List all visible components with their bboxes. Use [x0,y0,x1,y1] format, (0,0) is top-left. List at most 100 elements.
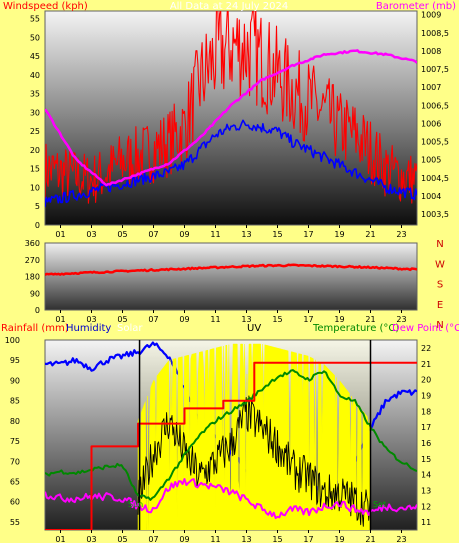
y-tick-label: 80 [10,417,20,426]
y-tick-label: 50 [30,33,40,42]
x-tick-label: 21 [365,535,375,543]
sunrise-label: Sun [128,500,143,509]
series-uv [137,395,371,527]
label-temperature: Temperature (°C) [312,323,399,334]
x-tick-label: 03 [86,230,96,239]
y-tick-label: 17 [421,423,431,432]
x-tick-label: 11 [210,230,220,239]
y-tick-label: 1009 [421,11,441,20]
plot-area [44,242,418,311]
x-tick-label: 11 [210,315,220,324]
x-tick-label: 05 [117,230,127,239]
y-tick-label: 13 [421,486,431,495]
y-tick-label: 30 [30,108,40,117]
y-tick-label: 90 [10,376,20,385]
y-tick-label: 20 [30,146,40,155]
x-tick-label: 03 [86,535,96,543]
x-tick-label: 17 [303,535,313,543]
label-solar: Solar [117,323,143,334]
label-dewpoint: Dew Point (°C) [392,323,459,334]
y-tick-label: 1006,5 [421,101,449,110]
wind-barometer-chart: 01 03 05 07 09 11 13 15 17 19 21 230510152025303540… [3,1,456,239]
y-tick-label: 55 [30,15,40,24]
y-tick-label: 19 [421,391,431,400]
y-tick-label: 0 [35,221,40,230]
x-tick-label: 17 [303,230,313,239]
compass-label: N [436,239,443,250]
x-tick-label: 19 [334,535,344,543]
x-tick-label: 07 [148,315,158,324]
y-tick-label: 18 [421,407,431,416]
temp-humidity-chart: 01 03 05 07 09 11 13 15 17 19 21 23 55 60 65 70 75 80 85 90… [1,323,459,543]
y-tick-label: 65 [10,477,20,486]
series-temperature [45,369,417,501]
x-tick-label: 17 [303,315,313,324]
x-tick-label: 01 [55,230,65,239]
series-dewpoint [45,478,417,520]
y-tick-label: 70 [10,457,20,466]
y-tick-label: 75 [10,437,20,446]
y-tick-label: 14 [421,471,431,480]
y-tick-label: 20 [421,376,431,385]
y-tick-label: 1006 [421,119,441,128]
y-tick-label: 10 [30,183,40,192]
y-tick-label: 0 [35,306,40,315]
x-tick-label: 15 [272,315,282,324]
y-tick-label: 1007,5 [421,65,449,74]
x-tick-label: 15 [272,230,282,239]
x-tick-label: 13 [241,315,251,324]
x-tick-label: 07 [148,535,158,543]
x-tick-label: 05 [117,535,127,543]
x-tick-label: 09 [179,535,189,543]
y-tick-label: 16 [421,439,431,448]
y-axis-label-windspeed: Windspeed (kph) [3,1,88,12]
x-tick-label: 01 [55,315,65,324]
x-tick-label: 21 [365,315,375,324]
y-tick-label: 11 [421,518,431,527]
y-tick-label: 360 [25,239,40,248]
x-tick-label: 09 [179,315,189,324]
x-tick-label: 11 [210,535,220,543]
y-tick-label: 5 [35,202,40,211]
y-tick-label: 1007 [421,83,441,92]
compass-label: S [437,280,443,291]
y-tick-label: 45 [30,52,40,61]
series-direction [45,263,417,276]
sunset-label: Set [373,500,386,509]
y-tick-label: 60 [10,498,20,507]
y-tick-label: 85 [10,397,20,406]
y-tick-label: 55 [10,518,20,527]
y-tick-label: 1005,5 [421,138,449,147]
series-rainfall [45,361,417,530]
y-tick-label: 1004,5 [421,174,449,183]
y-tick-label: 25 [30,127,40,136]
x-tick-label: 13 [241,230,251,239]
compass-label: N [436,320,443,331]
x-tick-label: 03 [86,315,96,324]
x-tick-label: 09 [179,230,189,239]
x-tick-label: 13 [241,535,251,543]
x-tick-label: 19 [334,315,344,324]
y-tick-label: 100 [5,336,20,345]
y-tick-label: 180 [25,273,40,282]
y-tick-label: 270 [25,256,40,265]
y-tick-label: 1003,5 [421,210,449,219]
y-tick-label: 15 [30,165,40,174]
series-gust [45,11,417,204]
x-tick-label: 01 [55,535,65,543]
x-tick-label: 23 [396,315,406,324]
compass-label: E [437,300,443,311]
x-tick-label: 23 [396,230,406,239]
x-tick-label: 19 [334,230,344,239]
label-humidity: Humidity [66,323,111,334]
y-tick-label: 15 [421,455,431,464]
plot-area [44,10,418,226]
compass-label: W [435,259,445,270]
series-barometer [45,49,417,187]
y-axis-label-barometer: Barometer (mb) [376,1,456,12]
x-tick-label: 23 [396,535,406,543]
chart-title: All Data at 24 July 2024 [170,1,288,12]
x-tick-label: 07 [148,230,158,239]
label-rainfall: Rainfall (mm) [1,323,69,334]
